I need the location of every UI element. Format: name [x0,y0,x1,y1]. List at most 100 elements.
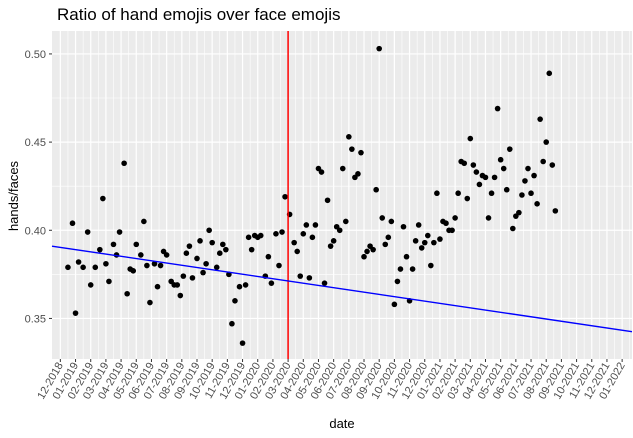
data-point [297,273,304,279]
data-point [437,236,443,242]
data-point [397,266,404,272]
y-tick-label: 0.45 [25,137,46,149]
data-point [75,259,82,265]
data-point [236,283,243,290]
data-point [358,149,364,156]
data-point [306,275,313,281]
data-point [464,195,471,202]
data-point [476,181,483,188]
grid-minor [52,31,632,359]
trend-line [51,245,633,333]
data-point [138,252,144,258]
data-point [537,116,543,122]
data-point [540,158,546,165]
data-point [72,310,79,316]
data-point [549,162,556,168]
data-point [163,252,170,258]
data-point [87,282,94,288]
data-point [327,243,334,249]
data-point [531,172,537,179]
data-point [245,234,252,241]
data-point [106,278,112,285]
data-point [147,299,153,306]
data-point [491,174,498,181]
data-point [303,222,310,228]
data-point [482,174,489,181]
data-point [223,246,229,253]
data-point [121,160,127,167]
data-point [470,162,477,168]
data-point [186,243,193,249]
data-point [309,234,316,241]
data-point [500,165,507,172]
data-point [265,253,272,260]
data-point [510,225,516,232]
data-point [400,223,407,230]
data-point [473,169,480,175]
data-point [382,241,389,248]
data-point [428,262,434,269]
data-point [189,275,196,281]
data-point [216,250,223,256]
data-point [388,218,395,225]
data-point [355,171,361,177]
data-point [494,105,501,112]
data-point [282,193,288,200]
data-point [242,282,249,288]
data-point [268,280,275,286]
data-point [291,239,297,246]
data-point [206,227,212,234]
data-point [403,253,410,260]
data-point [379,215,386,221]
data-point [503,186,510,193]
y-axis-ticks: 0.35 0.40 0.45 0.50 [25,49,52,325]
data-point [248,246,255,253]
y-tick-label: 0.40 [25,225,46,237]
data-point [543,139,550,145]
data-point [209,239,215,246]
data-point [534,201,540,207]
data-point [103,260,109,267]
data-point [364,248,370,255]
data-point [336,227,343,234]
data-point [330,238,337,244]
data-point [116,229,123,235]
data-point [321,280,328,286]
data-point [294,248,301,255]
data-point [506,146,513,152]
data-point [421,239,428,246]
data-point [488,190,495,197]
data-point [194,255,200,262]
data-point [220,241,226,248]
data-point [197,238,203,244]
data-point [346,134,352,140]
data-point [80,264,86,271]
data-point [92,264,99,271]
data-point [151,260,158,267]
data-point [525,165,531,172]
data-point [324,197,331,204]
data-point [522,178,528,184]
data-point [449,227,455,234]
data-point [200,269,206,276]
data-point [519,192,525,198]
data-point [434,190,440,197]
data-point [409,266,416,272]
data-point [130,268,137,274]
data-point [370,246,376,253]
x-axis-label: date [329,416,354,431]
data-point [312,222,319,228]
data-point [342,218,349,225]
data-point [318,169,325,175]
data-point [431,239,437,246]
data-point [232,298,238,304]
plot-panel [52,31,632,359]
data-point [373,186,379,193]
data-point [349,146,355,152]
data-point [180,273,187,279]
data-point [65,264,71,271]
data-point [385,234,392,241]
data-point [546,70,553,77]
data-point [69,220,76,227]
